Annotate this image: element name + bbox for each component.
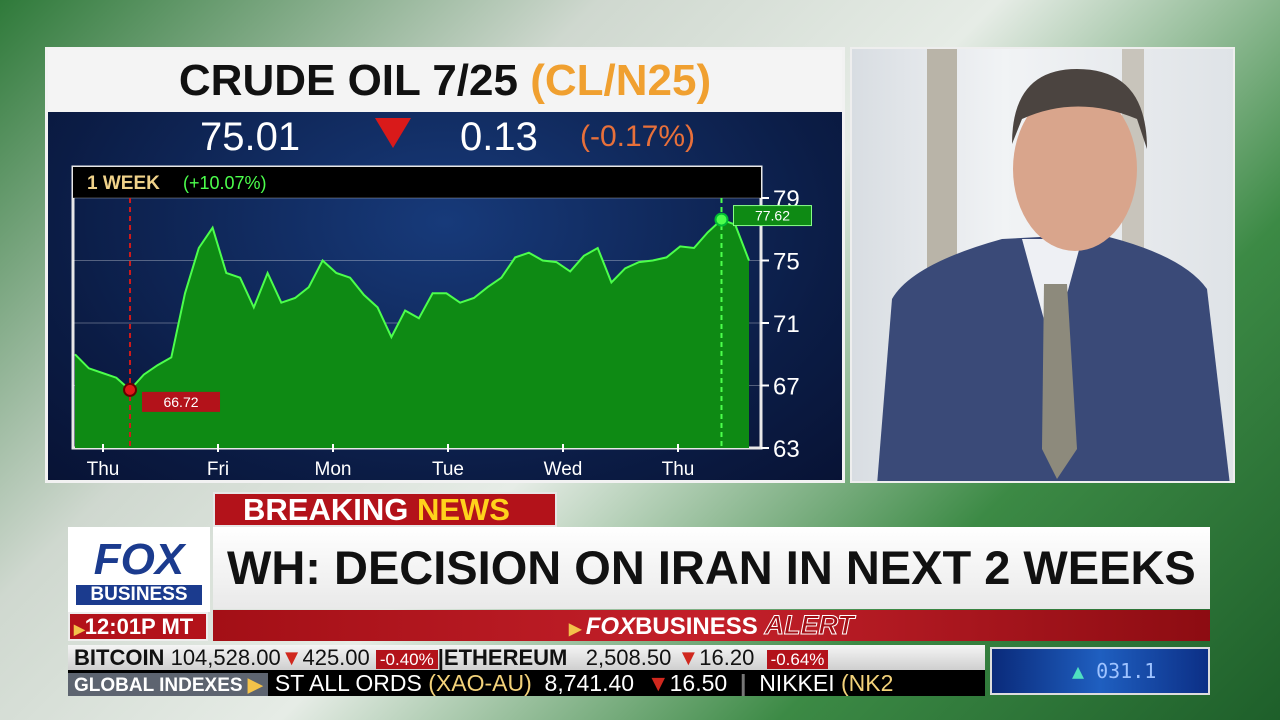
ticker-price: 2,508.50 (585, 645, 672, 670)
play-arrow-icon: ▶ (247, 675, 263, 696)
y-tick-label: 71 (773, 311, 800, 338)
ticker-code: (NK2 (841, 670, 894, 696)
y-tick-label: 63 (773, 436, 800, 463)
up-arrow-icon: ▲ (1072, 659, 1085, 683)
global-indexes-label: GLOBAL INDEXES ▶ (68, 673, 269, 696)
period-header (73, 167, 761, 198)
y-tick-label: 67 (773, 374, 800, 401)
marker-dot (714, 212, 729, 227)
ticker-pct: -0.40% (375, 650, 438, 669)
x-tick-label: Wed (544, 459, 583, 480)
area-fill (75, 219, 749, 448)
play-arrow-icon: ▶ (74, 621, 85, 637)
graphic-title: CRUDE OIL 7/25 (CL/N25) (48, 50, 842, 112)
marker-label-box (142, 391, 221, 412)
ticker-name: NIKKEI (759, 670, 835, 696)
play-arrow-icon: ▶ (569, 621, 586, 638)
headline-text: WH: DECISION ON IRAN IN NEXT 2 WEEKS (227, 541, 1196, 594)
guest-image (877, 49, 1230, 481)
period-change: (+10.07%) (183, 173, 267, 193)
alert-word: ALERT (764, 610, 855, 641)
x-tick-label: Tue (432, 459, 464, 480)
crude-oil-graphic: CRUDE OIL 7/25 (CL/N25) 75.01 0.13 (-0.1… (45, 47, 845, 483)
price-row: 75.01 0.13 (-0.17%) (48, 112, 842, 162)
ticker-change: 16.20 (699, 645, 755, 670)
x-tick-label: Mon (315, 459, 352, 480)
breaking-news-banner: BREAKING NEWS (213, 492, 557, 527)
ticker-change: 16.50 (669, 670, 728, 696)
breaking-label: BREAKING (243, 492, 409, 527)
change-value: 0.13 (460, 115, 538, 159)
marker-label-box (732, 205, 812, 227)
alert-bar: ▶ FOXBUSINESS ALERT (213, 610, 1210, 641)
ticker-pct: -0.64% (766, 650, 829, 669)
marker-label: 66.72 (163, 394, 198, 410)
change-pct: (-0.17%) (580, 120, 696, 153)
down-arrow-icon: ▼ (646, 670, 670, 696)
indexes-ticker: GLOBAL INDEXES ▶ ST ALL ORDS (XAO-AU) 8,… (68, 670, 985, 696)
price-value: 75.01 (200, 115, 301, 159)
ticker-code: (XAO-AU) (428, 670, 532, 696)
down-arrow-icon (375, 118, 411, 148)
title-text: CRUDE OIL 7/25 (178, 56, 518, 105)
period-label: 1 WEEK (87, 173, 160, 194)
y-tick-label: 75 (773, 249, 800, 276)
ticker-video-thumbnail: ▲ 031.1 (990, 647, 1210, 695)
x-tick-label: Thu (662, 459, 695, 480)
ticker-separator: | (733, 670, 753, 696)
alert-fox: FOX (585, 613, 636, 640)
crypto-ticker: BITCOIN 104,528.00▼425.00 -0.40% |ETHEREU… (68, 645, 985, 670)
news-label: NEWS (416, 492, 510, 527)
headline: WH: DECISION ON IRAN IN NEXT 2 WEEKS (213, 527, 1210, 609)
price-line (74, 218, 750, 392)
thumbnail-text: 031.1 (1096, 659, 1157, 683)
label-text: GLOBAL INDEXES (74, 675, 243, 696)
fox-business-logo: FOX BUSINESS (68, 527, 210, 612)
logo-business: BUSINESS (76, 585, 202, 605)
ticker-change: 425.00 (302, 645, 370, 670)
clock: ▶12:01P MT (68, 612, 208, 641)
alert-business: BUSINESS (635, 613, 758, 640)
x-tick-label: Thu (87, 459, 120, 480)
ticker-name: ST ALL ORDS (274, 670, 422, 696)
down-arrow-icon: ▼ (677, 645, 700, 670)
symbol-text: (CL/N25) (530, 56, 712, 105)
guest-video (850, 47, 1235, 483)
ticker-name: BITCOIN (74, 645, 165, 670)
marker-label: 77.62 (755, 208, 790, 224)
time-text: 12:01P MT (84, 614, 194, 639)
down-arrow-icon: ▼ (280, 645, 303, 670)
marker-dot (123, 382, 138, 397)
ticker-price: 104,528.00 (170, 645, 281, 670)
ticker-name: ETHEREUM (443, 645, 568, 670)
ticker-price: 8,741.40 (544, 670, 635, 696)
x-tick-label: Fri (207, 459, 229, 480)
logo-fox: FOX (93, 535, 185, 584)
